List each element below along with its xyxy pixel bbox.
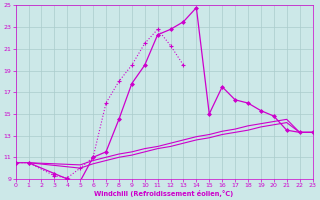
X-axis label: Windchill (Refroidissement éolien,°C): Windchill (Refroidissement éolien,°C) <box>94 190 234 197</box>
